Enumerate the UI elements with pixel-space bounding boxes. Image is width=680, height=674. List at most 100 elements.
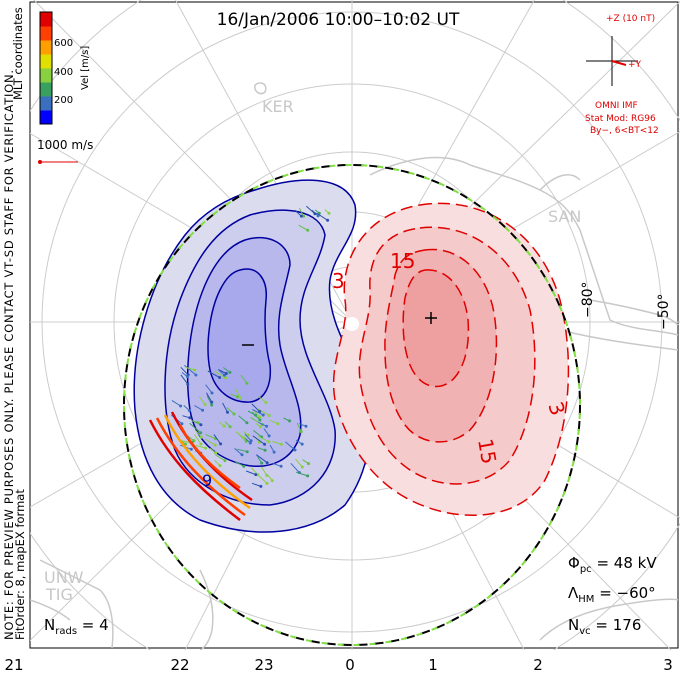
- velocity-vector: [296, 471, 308, 477]
- velocity-vector: [191, 420, 199, 424]
- velocity-vector: [185, 366, 195, 371]
- velocity-vector: [222, 402, 228, 413]
- contour-label-15-bottom: 15: [473, 437, 501, 466]
- stat-lambda-hm: ΛHM = −60°: [568, 584, 656, 605]
- colorbar-segment: [40, 54, 52, 69]
- velocity-vector: [258, 421, 267, 427]
- velocity-vector: [257, 447, 266, 451]
- velocity-vector: [218, 421, 225, 427]
- potential-max-marker: [425, 312, 437, 324]
- latitude-label-80: −80°: [580, 281, 596, 318]
- stat-model-condition: By−, 6<BT<12: [590, 126, 659, 136]
- velocity-vector: [237, 448, 248, 453]
- mlt-tick-0: 0: [345, 656, 355, 674]
- velocity-vector: [224, 421, 231, 428]
- velocity-vector: [226, 407, 235, 415]
- velocity-vector: [240, 374, 248, 384]
- colorbar-segment: [40, 96, 52, 111]
- velocity-vector: [180, 366, 189, 376]
- velocity-vector: [245, 438, 251, 444]
- reference-vector-label: 1000 m/s: [37, 138, 93, 152]
- mlt-tick-3: 3: [663, 656, 673, 674]
- velocity-vector: [255, 423, 261, 428]
- velocity-vector: [324, 209, 330, 214]
- contour-label-3-top: 3: [332, 269, 345, 293]
- preview-note: NOTE: FOR PREVIEW PURPOSES ONLY. PLEASE …: [2, 70, 16, 640]
- positive-potential-cell: [332, 202, 570, 516]
- svg-text:Φpc = 48 kV: Φpc = 48 kV: [568, 554, 657, 575]
- colorbar-tick-600: 600: [54, 38, 73, 49]
- velocity-vector: [258, 435, 270, 443]
- colorbar-segment: [40, 82, 52, 97]
- velocity-vector: [196, 445, 206, 449]
- high-velocity-streaks: [148, 411, 253, 521]
- imf-z-label: +Z (10 nT): [606, 14, 655, 24]
- velocity-vector: [205, 384, 213, 394]
- contour-label-15-top: 15: [390, 249, 415, 273]
- velocity-vector: [238, 415, 248, 424]
- fit-order-note: FitOrder: 8, mapEX format: [13, 489, 27, 640]
- velocity-vector: [234, 461, 245, 467]
- velocity-vector: [299, 423, 307, 427]
- velocity-vector: [223, 367, 231, 373]
- velocity-vector: [253, 409, 260, 418]
- velocity-vector: [252, 435, 265, 445]
- velocity-vector: [294, 209, 302, 217]
- velocity-vector: [261, 466, 268, 476]
- coastlines: [30, 82, 679, 650]
- velocity-vector: [269, 419, 278, 425]
- stat-phi-pc: Φpc = 48 kV: [568, 554, 657, 575]
- velocity-vector: [263, 428, 270, 437]
- coordinates-label: MLT coordinates: [11, 7, 25, 100]
- latitude-label-50: −50°: [656, 293, 672, 330]
- velocity-vector: [244, 433, 252, 442]
- mlt-tick-23: 23: [254, 656, 273, 674]
- colorbar-tick-400: 400: [54, 67, 73, 78]
- station-unw: UNW: [44, 568, 84, 587]
- velocity-vector: [295, 458, 303, 468]
- imf-vector: [611, 60, 627, 66]
- velocity-vector: [194, 434, 202, 445]
- velocity-vector: [251, 403, 261, 412]
- colorbar-segment: [40, 68, 52, 83]
- stat-model: Stat Mod: RG96: [585, 114, 656, 124]
- velocity-vector: [183, 364, 197, 376]
- colorbar-axis-label: Vel [m/s]: [80, 46, 91, 90]
- velocity-vector: [258, 396, 267, 403]
- velocity-vector: [316, 212, 328, 221]
- velocity-vector: [299, 207, 305, 217]
- hm-boundary-dashes: [123, 164, 581, 646]
- svg-text:Nrads = 4: Nrads = 4: [44, 616, 109, 637]
- velocity-vector: [272, 463, 282, 467]
- velocity-vector: [183, 405, 190, 411]
- velocity-vector: [285, 441, 296, 451]
- mlt-tick-2: 2: [533, 656, 543, 674]
- velocity-vector: [214, 370, 226, 379]
- velocity-vector: [204, 438, 216, 446]
- velocity-vector: [209, 447, 216, 454]
- stat-n-rads: Nrads = 4: [44, 616, 109, 637]
- velocity-vector: [189, 422, 202, 434]
- station-san: SAN: [548, 207, 581, 226]
- velocity-vector: [230, 393, 238, 398]
- velocity-vector: [195, 430, 202, 438]
- mlt-axis: 21 22 23 0 1 2 3: [4, 656, 672, 674]
- velocity-vector: [251, 482, 262, 487]
- velocity-vector: [295, 439, 303, 445]
- mlt-tick-22: 22: [170, 656, 189, 674]
- velocity-vector: [194, 405, 203, 411]
- velocity-vector: [298, 224, 308, 231]
- station-tig: TIG: [45, 585, 73, 604]
- velocity-vector: [205, 434, 216, 440]
- velocity-vector: [290, 462, 300, 473]
- station-ker: KER: [262, 97, 294, 116]
- velocity-vector: [283, 417, 290, 422]
- velocity-vector: [213, 434, 222, 445]
- velocity-vector: [206, 392, 213, 403]
- pole-marker: [345, 317, 359, 331]
- velocity-vector: [218, 369, 227, 374]
- velocity-vector: [296, 422, 302, 432]
- colorbar-segment: [40, 12, 52, 27]
- velocity-vector: [235, 431, 245, 439]
